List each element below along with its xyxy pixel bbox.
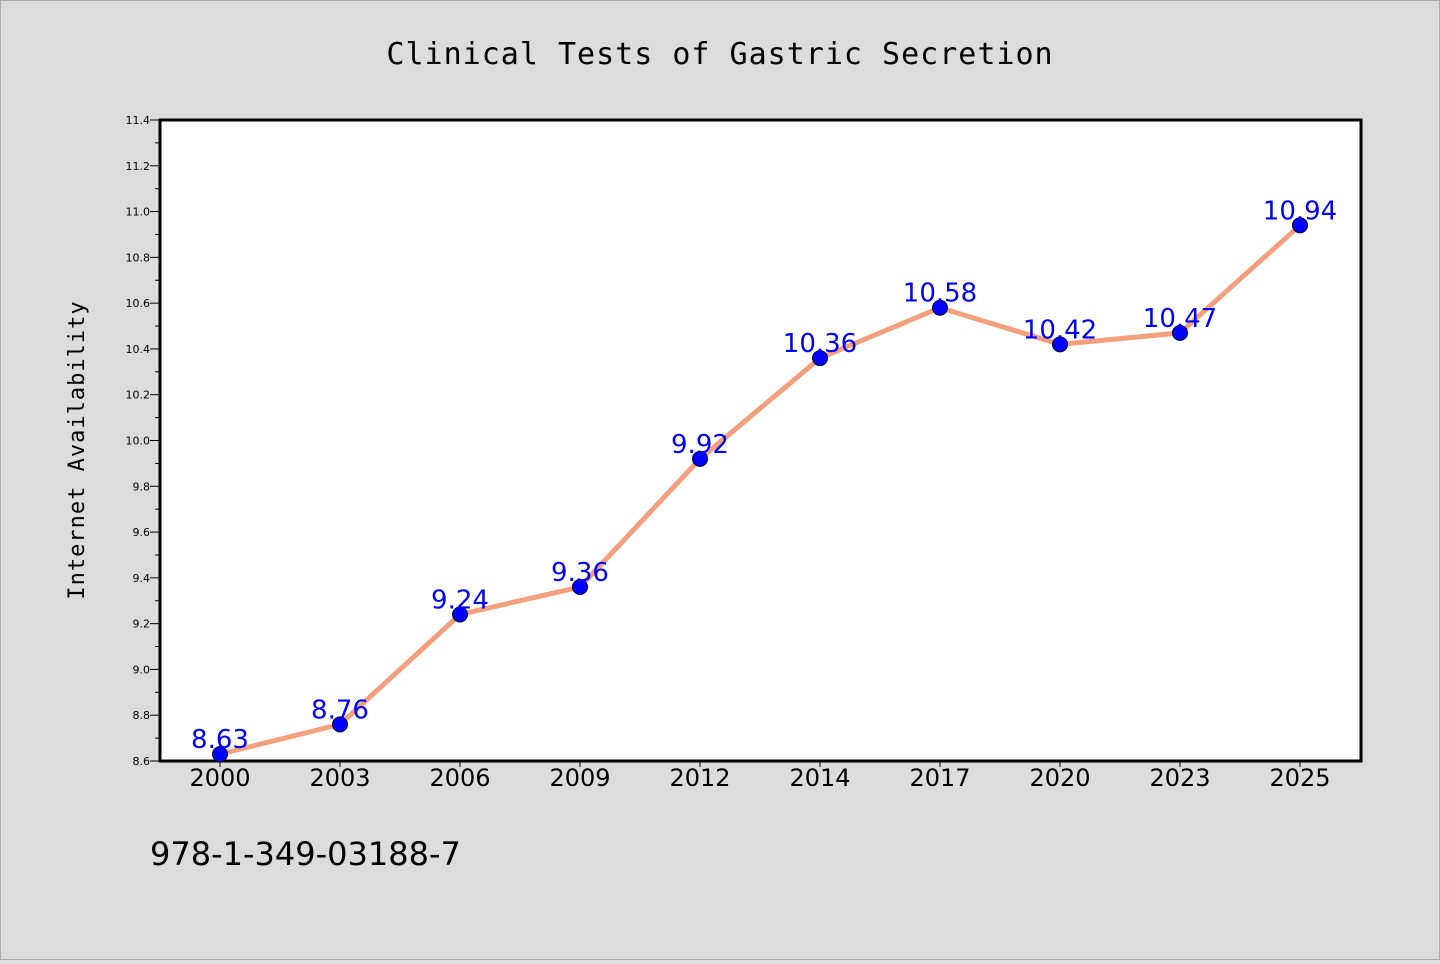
x-tick-label: 2014: [789, 764, 850, 792]
y-axis: 8.6 8.8 9.0 9.2 9.4 9.6 9.8 10.0 10.2 10.4 10.6 10.…: [126, 114, 160, 768]
data-labels: 8.63 8.76 9.24 9.36 9.92 10.36 10.58 10.42 10.47…: [191, 196, 1337, 755]
y-tick-label: 11.4: [126, 114, 151, 127]
chart-title: Clinical Tests of Gastric Secretion: [386, 37, 1053, 72]
y-tick-label: 8.8: [133, 709, 151, 722]
x-tick-label: 2017: [909, 764, 970, 792]
data-point: [212, 746, 228, 763]
isbn-footer: 978-1-349-03188-7: [150, 835, 461, 873]
data-label: 8.76: [311, 695, 369, 725]
data-point: [1292, 217, 1308, 234]
y-tick-label: 9.0: [133, 663, 151, 676]
y-tick-label: 10.6: [126, 297, 151, 310]
x-tick-label: 2003: [309, 764, 370, 792]
y-tick-label: 9.2: [133, 618, 151, 631]
data-label: 10.47: [1143, 304, 1217, 334]
y-tick-label: 10.0: [126, 435, 151, 448]
x-tick-label: 2000: [189, 764, 250, 792]
y-tick-label: 8.6: [133, 755, 151, 768]
data-label: 9.36: [551, 558, 609, 588]
x-axis: 2000 2003 2006 2009 2012 2014 2017 2020 2023 2025: [189, 761, 1331, 792]
y-tick-label: 10.8: [126, 251, 151, 264]
y-tick-label: 9.6: [133, 526, 151, 539]
x-tick-label: 2020: [1029, 764, 1090, 792]
y-tick-label: 11.0: [126, 206, 151, 219]
data-point: [1172, 324, 1188, 341]
data-label: 9.24: [431, 585, 489, 615]
x-tick-label: 2009: [549, 764, 610, 792]
series-line: [217, 222, 1303, 757]
data-point: [1052, 336, 1068, 353]
data-point: [452, 606, 468, 623]
data-label: 10.36: [783, 329, 857, 359]
plot-area: [158, 118, 1363, 763]
data-point: [332, 716, 348, 733]
data-point: [932, 299, 948, 316]
y-tick-label: 10.4: [126, 343, 151, 356]
y-tick-label: 10.2: [126, 389, 151, 402]
data-label: 10.42: [1023, 315, 1097, 345]
data-label: 10.94: [1263, 196, 1337, 226]
x-tick-label: 2023: [1149, 764, 1210, 792]
y-tick-label: 9.8: [133, 480, 151, 493]
y-tick-label: 11.2: [126, 160, 151, 173]
data-point: [692, 450, 708, 467]
x-tick-label: 2012: [669, 764, 730, 792]
y-axis-label: Internet Availability: [65, 300, 90, 599]
series-layer: [212, 217, 1308, 763]
data-label: 9.92: [671, 430, 729, 460]
data-point: [812, 350, 828, 367]
x-tick-label: 2025: [1269, 764, 1330, 792]
data-point: [572, 579, 588, 596]
x-tick-label: 2006: [429, 764, 490, 792]
data-label: 8.63: [191, 725, 249, 755]
data-label: 10.58: [903, 279, 977, 309]
y-tick-label: 9.4: [133, 572, 151, 585]
